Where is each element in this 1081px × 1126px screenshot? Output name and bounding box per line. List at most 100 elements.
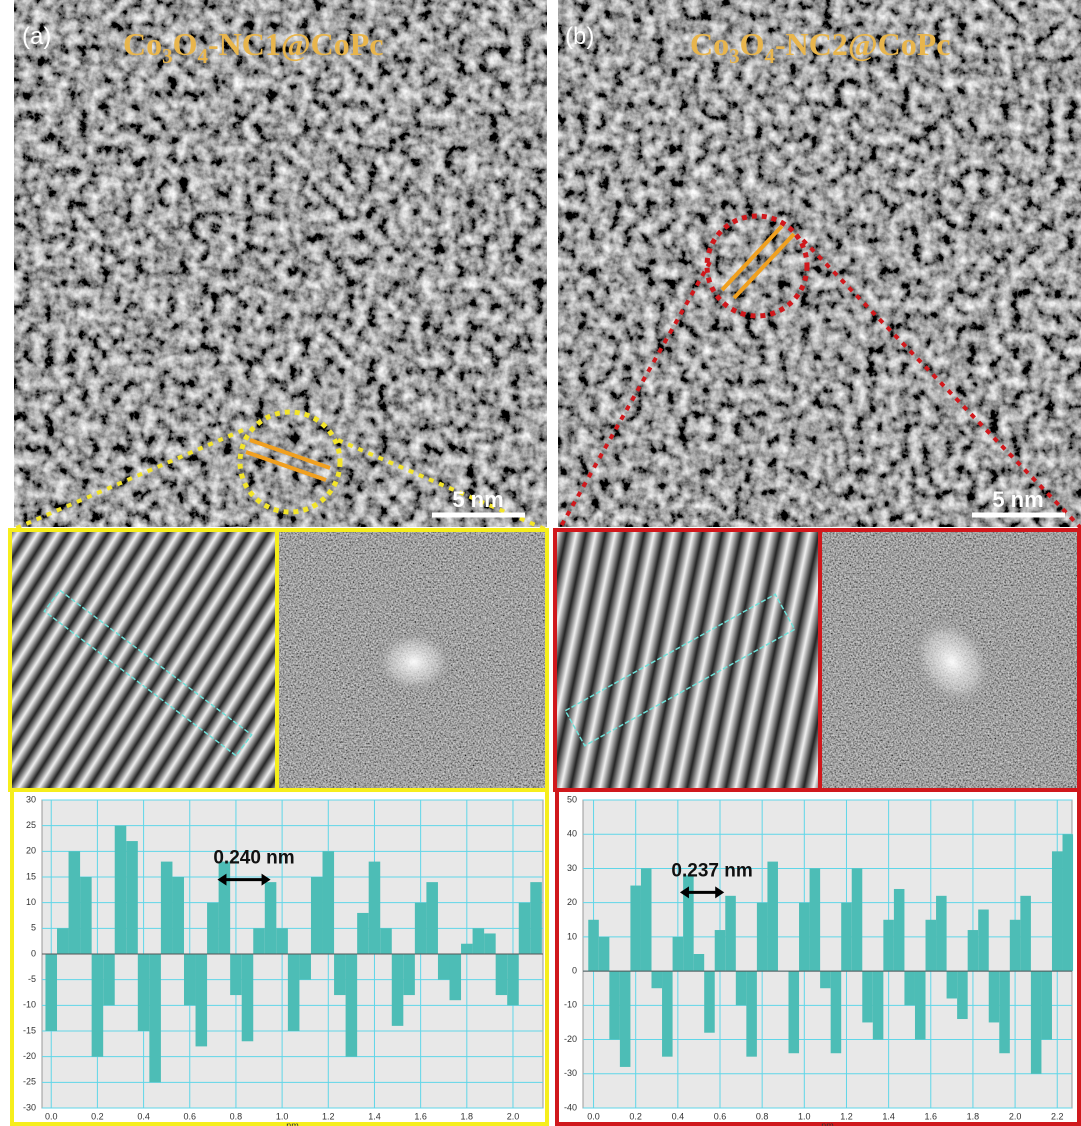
bar bbox=[915, 971, 926, 1039]
panel-label: (a) bbox=[22, 23, 51, 50]
bar bbox=[609, 971, 620, 1039]
y-tick-label: -20 bbox=[564, 1034, 577, 1044]
bar bbox=[989, 971, 1000, 1022]
bar bbox=[873, 971, 884, 1039]
bar bbox=[57, 928, 69, 954]
x-tick-label: 0.2 bbox=[91, 1111, 104, 1121]
y-tick-label: -25 bbox=[23, 1077, 36, 1087]
bar bbox=[1063, 834, 1074, 971]
x-tick-label: 0.4 bbox=[672, 1111, 685, 1121]
filtered-image bbox=[557, 532, 819, 788]
bar bbox=[323, 851, 335, 954]
bar bbox=[230, 954, 242, 995]
bar bbox=[1010, 920, 1021, 971]
bar bbox=[968, 930, 979, 971]
x-tick-label: 0.2 bbox=[629, 1111, 642, 1121]
y-tick-label: 40 bbox=[567, 829, 577, 839]
bar bbox=[999, 971, 1010, 1053]
y-tick-label: -20 bbox=[23, 1051, 36, 1061]
bar bbox=[507, 954, 519, 1005]
x-tick-label: 1.6 bbox=[925, 1111, 938, 1121]
y-tick-label: -10 bbox=[564, 1000, 577, 1010]
title-part: Co bbox=[123, 26, 162, 62]
panel-title: Co3O4-NC1@CoPc bbox=[123, 26, 384, 68]
bar bbox=[530, 882, 542, 954]
x-tick-label: 0.6 bbox=[184, 1111, 197, 1121]
bar bbox=[810, 868, 821, 971]
bar bbox=[519, 903, 531, 954]
bar bbox=[126, 841, 138, 954]
bar bbox=[403, 954, 415, 995]
bar bbox=[69, 851, 81, 954]
y-tick-label: -10 bbox=[23, 1000, 36, 1010]
bar bbox=[461, 944, 473, 954]
bar bbox=[276, 928, 288, 954]
bar bbox=[926, 920, 937, 971]
x-tick-label: 1.6 bbox=[414, 1111, 427, 1121]
bar bbox=[334, 954, 346, 995]
title-part: -NC2@CoPc bbox=[775, 26, 951, 62]
bar bbox=[641, 868, 652, 971]
bar bbox=[496, 954, 508, 995]
bar bbox=[346, 954, 358, 1057]
bar bbox=[883, 920, 894, 971]
bar bbox=[1041, 971, 1052, 1039]
bar bbox=[715, 930, 726, 971]
bar bbox=[138, 954, 150, 1031]
bar bbox=[149, 954, 161, 1082]
panel-title: Co3O4-NC2@CoPc bbox=[690, 26, 951, 68]
y-tick-label: -30 bbox=[23, 1102, 36, 1112]
bar bbox=[1052, 851, 1063, 971]
bar bbox=[831, 971, 842, 1053]
title-subscript: 4 bbox=[765, 44, 776, 68]
bar bbox=[736, 971, 747, 1005]
bar bbox=[426, 882, 438, 954]
bar bbox=[799, 903, 810, 971]
bar bbox=[415, 903, 427, 954]
bar bbox=[380, 928, 392, 954]
x-axis-label: nm bbox=[286, 1120, 299, 1126]
y-tick-label: 0 bbox=[31, 948, 36, 958]
bar bbox=[978, 910, 989, 972]
bar bbox=[92, 954, 104, 1057]
scale-bar-label: 5 nm bbox=[992, 487, 1043, 512]
bar bbox=[757, 903, 768, 971]
y-tick-label: 10 bbox=[26, 897, 36, 907]
title-subscript: 3 bbox=[729, 44, 740, 68]
bar bbox=[161, 862, 173, 954]
bar bbox=[196, 954, 208, 1046]
title-part: Co bbox=[690, 26, 729, 62]
bar bbox=[588, 920, 599, 971]
bar bbox=[484, 933, 496, 954]
filtered-image bbox=[12, 532, 276, 788]
y-tick-label: 10 bbox=[567, 931, 577, 941]
x-tick-label: 2.0 bbox=[507, 1111, 520, 1121]
x-tick-label: 1.8 bbox=[967, 1111, 980, 1121]
bar bbox=[357, 913, 369, 954]
annotation: 0.237 nm bbox=[671, 860, 752, 881]
bar bbox=[789, 971, 800, 1053]
x-tick-label: 0.8 bbox=[230, 1111, 243, 1121]
x-tick-label: 0.6 bbox=[714, 1111, 727, 1121]
x-tick-label: 1.8 bbox=[461, 1111, 474, 1121]
bar bbox=[673, 937, 684, 971]
y-tick-label: -15 bbox=[23, 1025, 36, 1035]
x-tick-label: 1.0 bbox=[798, 1111, 811, 1121]
tem-image bbox=[14, 0, 547, 527]
bar bbox=[904, 971, 915, 1005]
bar bbox=[103, 954, 115, 1005]
bar bbox=[704, 971, 715, 1033]
bar bbox=[894, 889, 905, 971]
bar bbox=[1020, 896, 1031, 971]
y-tick-label: 30 bbox=[26, 794, 36, 804]
bar bbox=[253, 928, 265, 954]
bar bbox=[184, 954, 196, 1005]
bar bbox=[207, 903, 219, 954]
bar bbox=[852, 868, 863, 971]
bar bbox=[473, 928, 485, 954]
bar bbox=[694, 954, 705, 971]
plot-area bbox=[583, 800, 1072, 1108]
bar bbox=[115, 826, 127, 954]
x-tick-label: 1.2 bbox=[322, 1111, 335, 1121]
x-tick-label: 2.0 bbox=[1009, 1111, 1022, 1121]
